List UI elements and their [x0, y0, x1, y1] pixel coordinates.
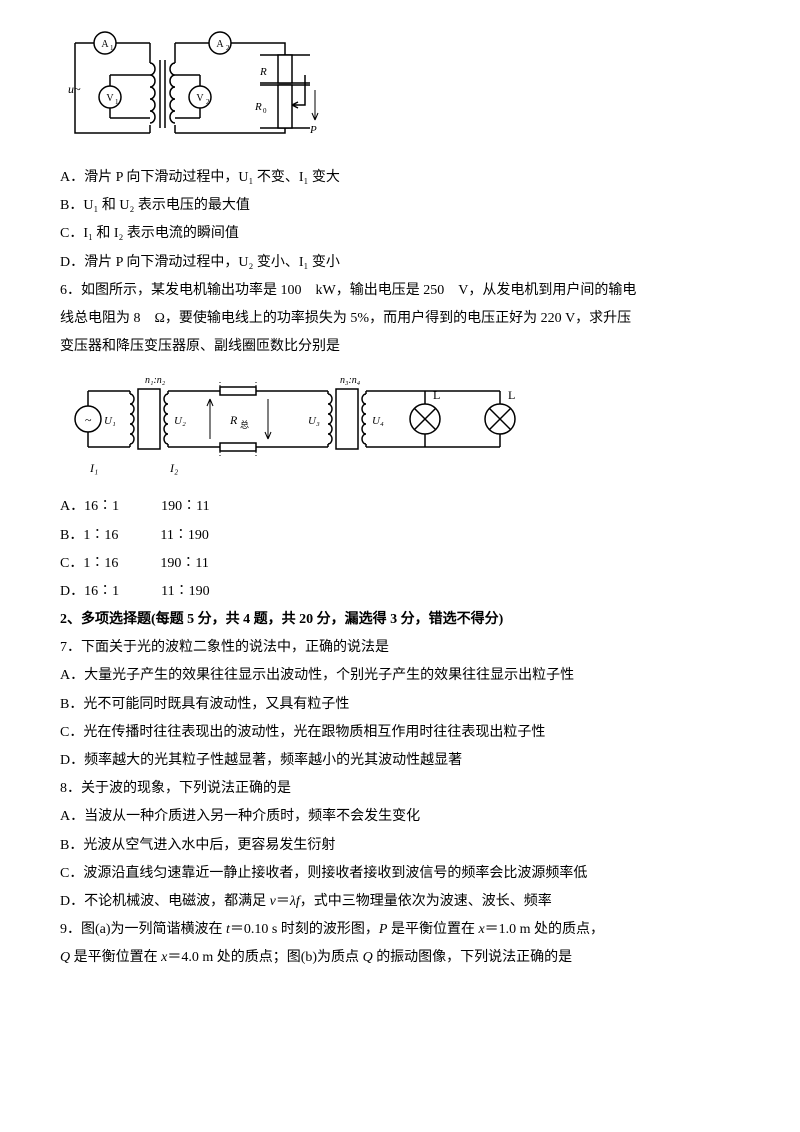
- svg-text:U₁: U₁: [104, 415, 116, 427]
- q9-2c: 的振动图像，下列说法正确的是: [373, 950, 573, 965]
- q6-stem-3: 变压器和降压变压器原、副线圈匝数比分别是: [60, 334, 750, 359]
- svg-text:u~: u~: [68, 82, 81, 96]
- q6-option-b: B．1∶16 11∶190: [60, 523, 750, 548]
- q7-stem: 7．下面关于光的波粒二象性的说法中，正确的说法是: [60, 635, 750, 660]
- svg-text:I₂: I₂: [169, 461, 178, 475]
- svg-text:U₂: U₂: [174, 415, 186, 427]
- svg-text:n₃:n₄: n₃:n₄: [340, 375, 361, 386]
- svg-text:R: R: [259, 66, 267, 78]
- q9-1c: 是平衡位置在: [387, 922, 478, 937]
- svg-text:0: 0: [263, 107, 267, 115]
- svg-text:V: V: [106, 93, 114, 104]
- q6-option-d: D．16∶1 11∶190: [60, 579, 750, 604]
- svg-text:n₁:n₂: n₁:n₂: [145, 375, 166, 386]
- q8-option-b: B．光波从空气进入水中后，更容易发生衍射: [60, 833, 750, 858]
- q7-option-d: D．频率越大的光其粒子性越显著，频率越小的光其波动性越显著: [60, 748, 750, 773]
- svg-text:总: 总: [240, 419, 249, 430]
- svg-text:A: A: [101, 39, 109, 50]
- svg-text:R: R: [254, 101, 262, 113]
- svg-text:I₁: I₁: [89, 461, 98, 475]
- svg-text:L: L: [508, 388, 515, 402]
- svg-text:~: ~: [85, 413, 92, 427]
- q9-1b: ＝0.10 s 时刻的波形图，: [230, 922, 379, 937]
- q8d-post: ，式中三物理量依次为波速、波长、频率: [300, 894, 552, 909]
- q8-option-a: A．当波从一种介质进入另一种介质时，频率不会发生变化: [60, 804, 750, 829]
- q5-option-c: C．I₁ 和 I₂ 表示电流的瞬间值: [60, 221, 750, 246]
- svg-text:P: P: [309, 124, 317, 136]
- q8d-lf: λf: [290, 894, 300, 909]
- svg-text:2: 2: [226, 44, 230, 52]
- q7-option-b: B．光不可能同时既具有波动性，又具有粒子性: [60, 692, 750, 717]
- svg-text:V: V: [196, 93, 204, 104]
- q9-1d: ＝1.0 m 处的质点，: [485, 922, 604, 937]
- svg-text:R: R: [229, 413, 238, 427]
- q8d-pre: D．不论机械波、电磁波，都满足: [60, 894, 270, 909]
- svg-text:1: 1: [115, 98, 119, 106]
- q6-option-c: C．1∶16 190∶11: [60, 551, 750, 576]
- q6-stem-1: 6．如图所示，某发电机输出功率是 100 kW，输出电压是 250 V，从发电机…: [60, 278, 750, 303]
- circuit-diagram-2: ~ U₁ n₁:n₂ U₂ R 总 n₃:n₄ U: [60, 364, 750, 484]
- q8-option-c: C．波源沿直线匀速靠近一静止接收者，则接收者接收到波信号的频率会比波源频率低: [60, 861, 750, 886]
- q9-stem-2: Q 是平衡位置在 x＝4.0 m 处的质点；图(b)为质点 Q 的振动图像，下列…: [60, 945, 750, 970]
- q8-stem: 8．关于波的现象，下列说法正确的是: [60, 776, 750, 801]
- q6-option-a: A．16∶1 190∶11: [60, 494, 750, 519]
- svg-text:A: A: [216, 39, 224, 50]
- q9-stem-1: 9．图(a)为一列简谐横波在 t＝0.10 s 时刻的波形图，P 是平衡位置在 …: [60, 917, 750, 942]
- svg-text:U₄: U₄: [372, 415, 384, 427]
- svg-text:2: 2: [206, 98, 210, 106]
- circuit-diagram-1: A1 u~ V1 A2 V2 R R0: [60, 25, 750, 155]
- q9-2b: ＝4.0 m 处的质点；图(b)为质点: [167, 950, 362, 965]
- q8d-eq: ＝: [276, 894, 290, 909]
- q7-option-c: C．光在传播时往往表现出的波动性，光在跟物质相互作用时往往表现出粒子性: [60, 720, 750, 745]
- svg-text:1: 1: [110, 44, 114, 52]
- q5-option-a: A．滑片 P 向下滑动过程中，U₁ 不变、I₁ 变大: [60, 165, 750, 190]
- q7-option-a: A．大量光子产生的效果往往显示出波动性，个别光子产生的效果往往显示出粒子性: [60, 663, 750, 688]
- q5-option-b: B．U₁ 和 U₂ 表示电压的最大值: [60, 193, 750, 218]
- section-2-header: 2、多项选择题(每题 5 分，共 4 题，共 20 分，漏选得 3 分，错选不得…: [60, 607, 750, 632]
- q9-q2: Q: [363, 950, 373, 965]
- svg-text:U₃: U₃: [308, 415, 320, 427]
- q5-option-d: D．滑片 P 向下滑动过程中，U₂ 变小、I₁ 变小: [60, 250, 750, 275]
- q9-q1: Q: [60, 950, 70, 965]
- svg-text:L: L: [433, 388, 440, 402]
- q9-1a: 9．图(a)为一列简谐横波在: [60, 922, 226, 937]
- q6-stem-2: 线总电阻为 8 Ω，要使输电线上的功率损失为 5%，而用户得到的电压正好为 22…: [60, 306, 750, 331]
- q9-2a: 是平衡位置在: [70, 950, 161, 965]
- q8-option-d: D．不论机械波、电磁波，都满足 v＝λf，式中三物理量依次为波速、波长、频率: [60, 889, 750, 914]
